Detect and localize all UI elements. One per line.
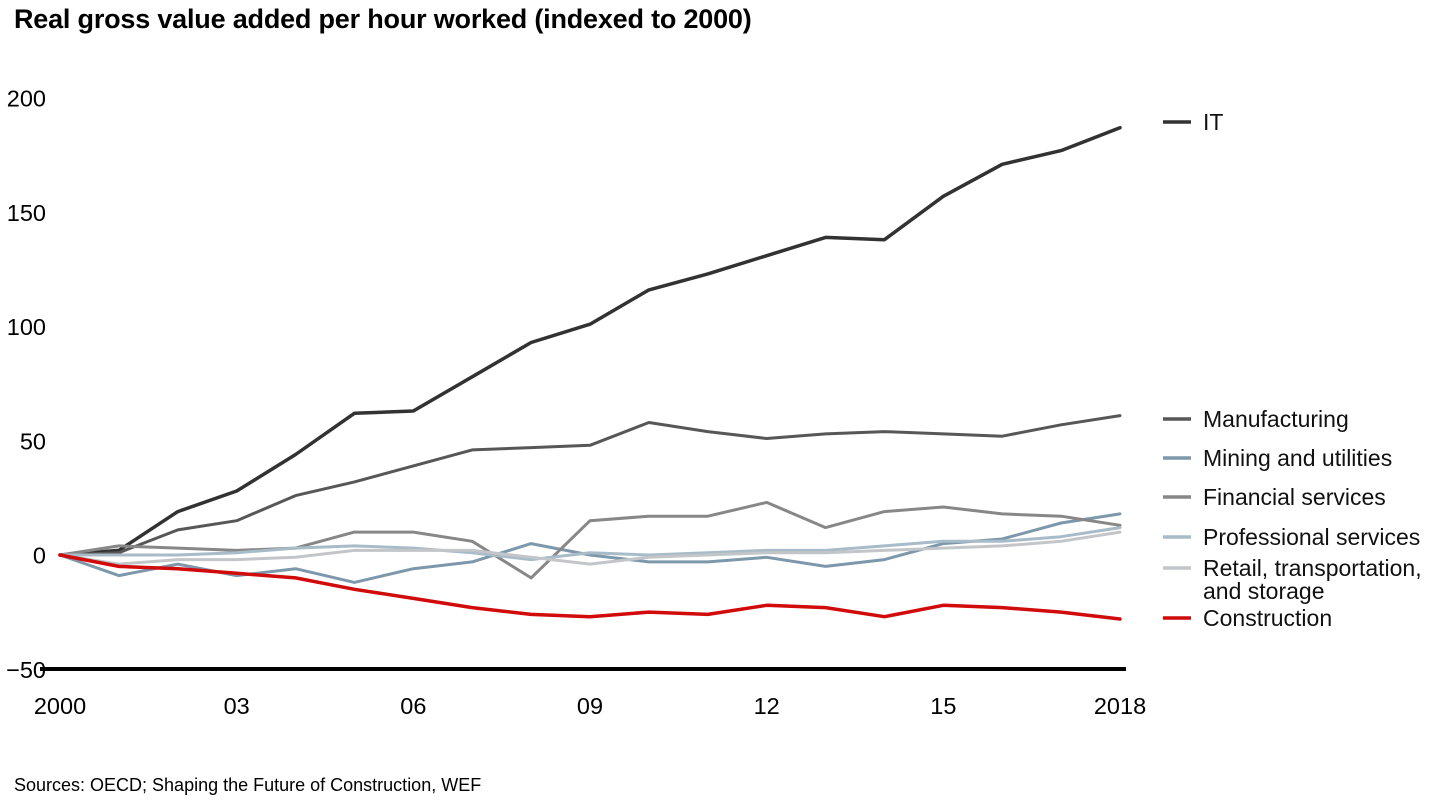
line-professional-services xyxy=(58,526,1122,562)
legend-item-professional-services: Professional services xyxy=(1163,524,1420,550)
legend-label-mining-and-utilities: Mining and utilities xyxy=(1203,445,1392,471)
y-tick-label-150: 150 xyxy=(7,200,46,226)
y-tick-label-200: 200 xyxy=(7,86,46,112)
y-tick-label-100: 100 xyxy=(7,314,46,340)
line-mining-and-utilities xyxy=(58,512,1122,584)
x-tick-label-2000: 2000 xyxy=(34,693,86,719)
x-tick-label-12: 12 xyxy=(754,693,780,719)
legend-label-manufacturing: Manufacturing xyxy=(1203,406,1349,432)
legend-label-it: IT xyxy=(1203,109,1223,135)
legend-label-construction: Construction xyxy=(1203,605,1332,631)
source-note: Sources: OECD; Shaping the Future of Con… xyxy=(14,775,482,795)
line-financial-services xyxy=(58,500,1122,580)
y-tick-label--50: −50 xyxy=(6,657,46,683)
legend-label-professional-services: Professional services xyxy=(1203,524,1420,550)
legend-item-retail-transportation-and-storage: Retail, transportation, and storage xyxy=(1163,555,1422,604)
chart-title: Real gross value added per hour worked (… xyxy=(14,4,752,34)
x-tick-label-09: 09 xyxy=(577,693,603,719)
legend-item-construction: Construction xyxy=(1163,605,1332,631)
x-tick-label-15: 15 xyxy=(930,693,956,719)
line-construction xyxy=(58,553,1122,621)
legend-item-financial-services: Financial services xyxy=(1163,484,1386,510)
legend-item-it: IT xyxy=(1163,109,1223,135)
legend-item-mining-and-utilities: Mining and utilities xyxy=(1163,445,1392,471)
line-retail-transportation-and-storage xyxy=(58,530,1122,566)
y-tick-label-50: 50 xyxy=(20,428,46,454)
x-tick-label-06: 06 xyxy=(400,693,426,719)
x-tick-label-2018: 2018 xyxy=(1094,693,1146,719)
legend-label-financial-services: Financial services xyxy=(1203,484,1386,510)
line-it xyxy=(58,125,1122,557)
legend-label-retail-transportation-and-storage: Retail, transportation, and storage xyxy=(1203,555,1422,604)
legend-item-manufacturing: Manufacturing xyxy=(1163,406,1349,432)
y-tick-label-0: 0 xyxy=(33,543,46,569)
line-manufacturing xyxy=(58,414,1122,557)
x-tick-label-03: 03 xyxy=(224,693,250,719)
